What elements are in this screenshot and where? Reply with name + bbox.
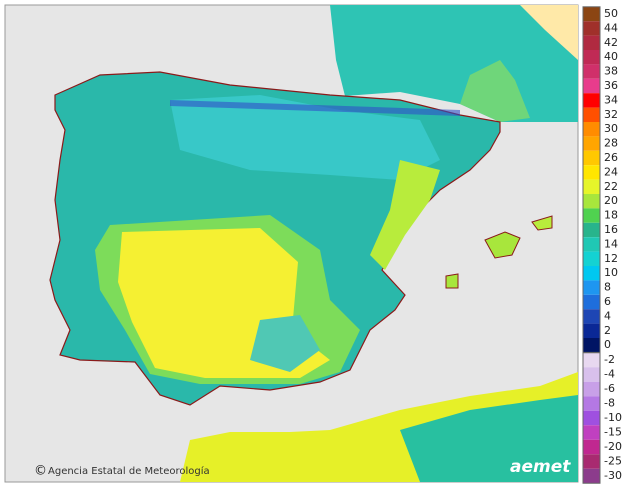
legend-label: 32 [604, 108, 618, 121]
legend-swatch [583, 50, 600, 65]
legend-swatch [583, 150, 600, 166]
legend-label: 20 [604, 194, 618, 207]
legend-label: 44 [604, 21, 618, 34]
legend-label: 12 [604, 252, 618, 265]
legend-label: 26 [604, 151, 618, 164]
legend-label: -4 [604, 368, 615, 381]
legend-label: 16 [604, 223, 618, 236]
legend-swatch [583, 381, 600, 397]
legend-label: 30 [604, 122, 618, 135]
legend-label: 36 [604, 79, 618, 92]
legend: 5044424038363432302826242220181614121086… [582, 6, 622, 484]
legend-swatch [583, 6, 600, 22]
legend-swatch [583, 208, 600, 223]
legend-border [582, 352, 601, 484]
legend-label: 14 [604, 237, 618, 250]
legend-label: 2 [604, 324, 611, 337]
legend-label: -25 [604, 455, 622, 468]
legend-swatch [583, 136, 600, 151]
legend-swatch [583, 396, 600, 411]
legend-swatch [583, 78, 600, 94]
legend-label: 24 [604, 165, 618, 178]
legend-label: -20 [604, 440, 622, 453]
legend-swatch [583, 165, 600, 180]
legend-swatch [583, 266, 600, 281]
legend-label: -10 [604, 411, 622, 424]
legend-label: 18 [604, 209, 618, 222]
map-land [49, 5, 578, 482]
legend-swatch [583, 468, 600, 484]
legend-label: -6 [604, 382, 615, 395]
legend-label: 22 [604, 180, 618, 193]
legend-swatch [583, 352, 600, 368]
legend-swatch [583, 251, 600, 266]
legend-swatch [583, 439, 600, 455]
credit: Agencia Estatal de Meteorología [48, 465, 210, 477]
legend-label: 28 [604, 137, 618, 150]
legend-swatch [583, 107, 600, 122]
legend-swatch [583, 222, 600, 238]
legend-swatch [583, 194, 600, 209]
legend-swatch [583, 410, 600, 426]
legend-swatch [583, 425, 600, 440]
legend-swatch [583, 21, 600, 36]
copyright-icon: © [34, 464, 47, 479]
legend-swatch [583, 323, 600, 338]
legend-label: 34 [604, 93, 618, 106]
legend-swatch [583, 454, 600, 469]
legend-swatch [583, 93, 600, 108]
legend-label: 10 [604, 266, 618, 279]
legend-label: -15 [604, 426, 622, 439]
legend-swatch [583, 35, 600, 50]
legend-label: -30 [604, 469, 622, 482]
legend-label: 42 [604, 36, 618, 49]
legend-swatch [583, 280, 600, 295]
legend-swatch [583, 237, 600, 252]
legend-label: 8 [604, 281, 611, 294]
legend-swatch [583, 338, 600, 353]
logo: aemet [510, 457, 571, 477]
legend-label: 6 [604, 295, 611, 308]
legend-label: 38 [604, 65, 618, 78]
legend-swatch [583, 309, 600, 324]
legend-label: 0 [604, 338, 611, 351]
legend-label: 40 [604, 50, 618, 63]
legend-swatch [583, 294, 600, 310]
legend-swatch [583, 179, 600, 194]
legend-swatch [583, 367, 600, 382]
legend-label: -8 [604, 397, 615, 410]
legend-label: 4 [604, 309, 611, 322]
legend-label: -2 [604, 353, 615, 366]
legend-swatch [583, 64, 600, 79]
legend-swatch [583, 122, 600, 137]
legend-label: 50 [604, 7, 618, 20]
